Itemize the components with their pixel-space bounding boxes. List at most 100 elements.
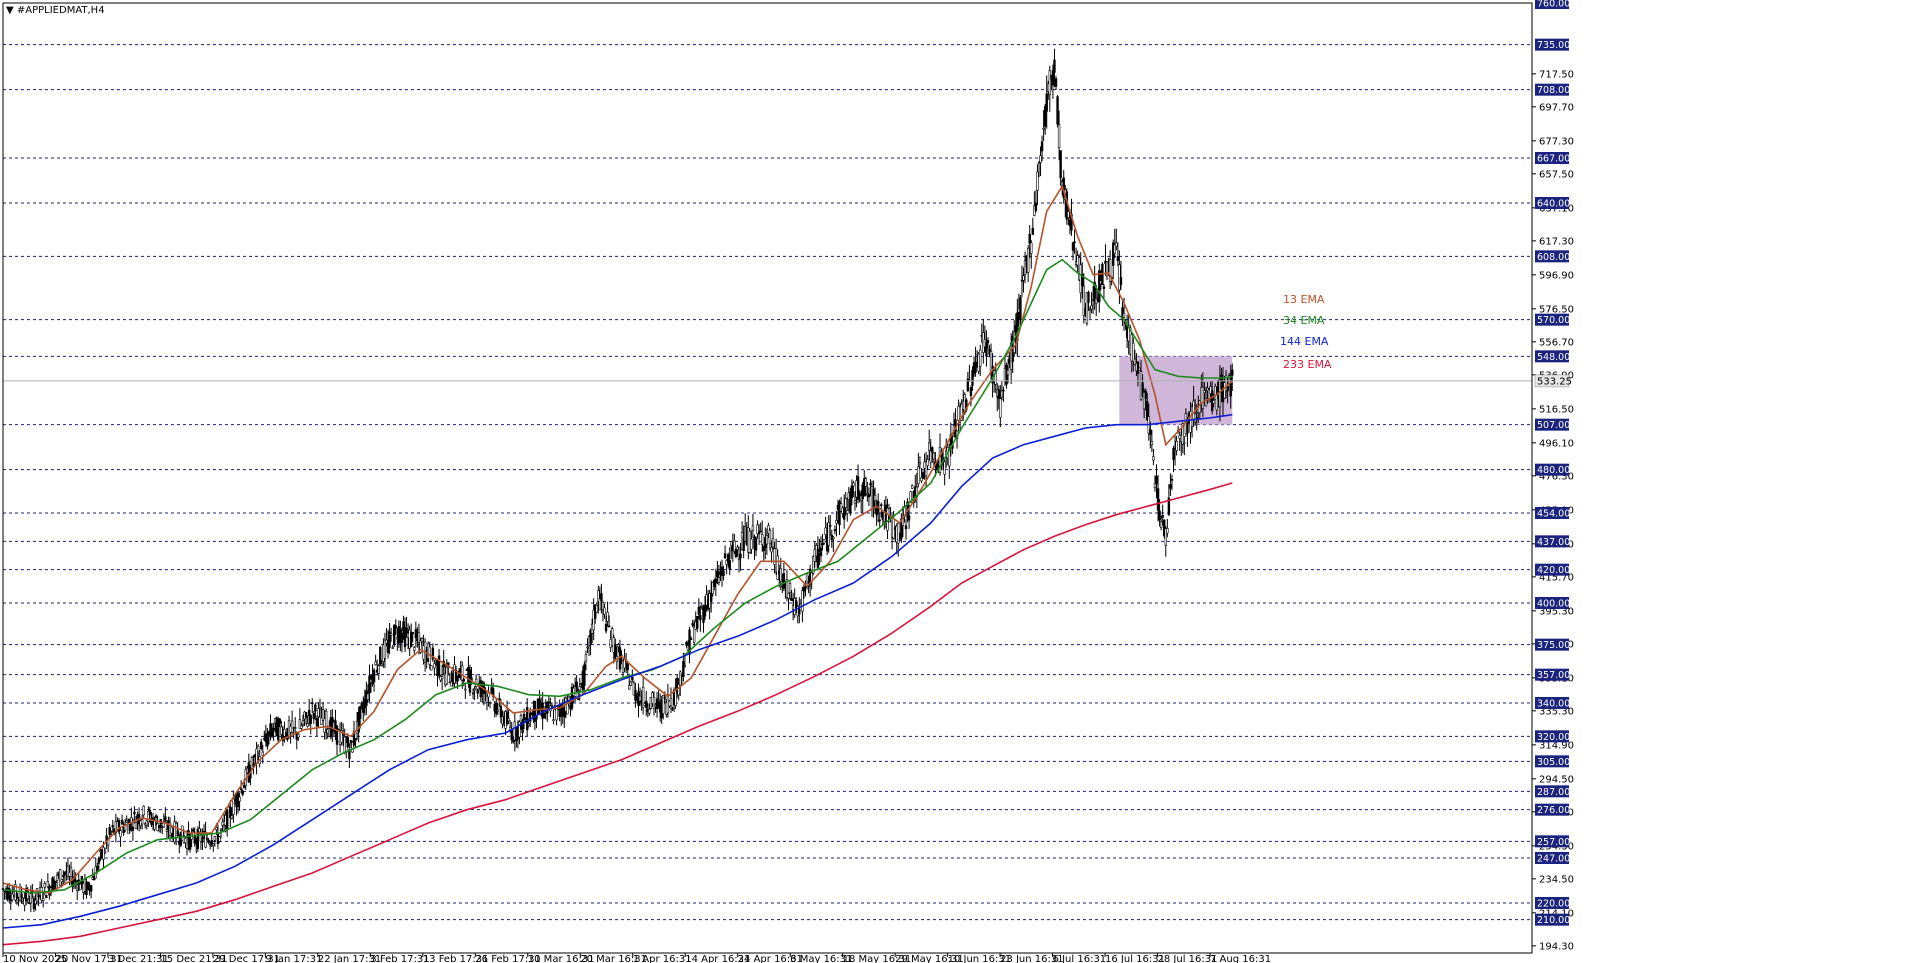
candle: [464, 683, 467, 699]
level-price-tag: 247.00: [1535, 852, 1570, 865]
candle: [614, 638, 617, 661]
candle: [488, 701, 492, 709]
candle: [541, 691, 544, 730]
candle: [198, 820, 201, 834]
candle: [307, 699, 311, 727]
candle: [485, 694, 489, 711]
price-tick-label: 234.50: [1539, 874, 1574, 885]
svg-text:548.00: 548.00: [1537, 352, 1570, 363]
time-tick-label: 1 Apr 16:31: [633, 954, 692, 963]
candle: [59, 868, 62, 886]
candle: [1067, 206, 1070, 226]
candle: [311, 698, 314, 713]
candle: [1183, 436, 1186, 456]
level-price-tag: 276.00: [1535, 803, 1570, 816]
level-price-tag: 357.00: [1535, 668, 1570, 681]
candle: [1098, 263, 1101, 313]
candle: [1000, 381, 1004, 401]
current-price-tag: 533.25: [1534, 374, 1572, 387]
candle: [1133, 349, 1137, 366]
svg-text:608.00: 608.00: [1537, 252, 1570, 263]
candle: [162, 813, 166, 828]
candle: [1224, 370, 1228, 399]
candle: [471, 688, 475, 700]
candle: [1065, 188, 1069, 225]
candle: [108, 823, 111, 838]
candle: [822, 539, 826, 545]
candle: [717, 564, 721, 586]
candle: [595, 602, 598, 614]
candle: [592, 598, 595, 641]
candle: [776, 549, 779, 581]
level-price-tag: 437.00: [1535, 535, 1570, 548]
candle: [788, 581, 792, 600]
candle: [1155, 464, 1158, 499]
candle: [533, 700, 537, 730]
level-price-tag: 480.00: [1535, 463, 1570, 476]
candle: [638, 687, 642, 707]
candle: [645, 690, 648, 716]
candle: [97, 856, 101, 870]
candle: [405, 616, 408, 638]
candle: [110, 830, 113, 836]
candle: [42, 891, 45, 908]
candle: [103, 847, 107, 855]
candle: [1002, 386, 1005, 402]
candle: [849, 487, 852, 516]
candle: [111, 819, 114, 833]
candle: [7, 883, 11, 903]
candle: [252, 755, 255, 775]
candle: [629, 680, 632, 686]
level-price-tag: 667.00: [1535, 152, 1570, 165]
candle: [910, 484, 914, 490]
candle: [238, 792, 241, 811]
candle: [134, 815, 138, 830]
price-tick-label: 657.50: [1539, 169, 1574, 180]
candle: [863, 470, 866, 497]
candle: [679, 670, 682, 697]
candle: [1051, 64, 1055, 99]
candle: [785, 569, 789, 602]
candle: [969, 385, 973, 407]
ema-line: [2, 413, 1233, 929]
candle: [767, 522, 770, 538]
candle: [692, 619, 696, 645]
candle: [498, 692, 501, 707]
candle: [1142, 388, 1146, 419]
candle: [437, 648, 441, 679]
level-price-tag: 400.00: [1535, 597, 1570, 610]
candle: [324, 708, 328, 740]
candle: [380, 660, 384, 667]
candle: [662, 694, 665, 720]
candle: [297, 732, 300, 741]
candle: [819, 536, 823, 563]
candle: [445, 659, 448, 686]
candle: [754, 536, 758, 557]
candle: [918, 456, 922, 470]
candle: [589, 628, 592, 656]
svg-text:247.00: 247.00: [1537, 854, 1570, 865]
ema144-label: 144 EMA: [1280, 335, 1329, 348]
price-tick-label: 194.30: [1539, 941, 1574, 952]
candle: [648, 703, 651, 716]
candle: [669, 687, 673, 714]
candle: [1169, 473, 1172, 496]
candle: [542, 708, 546, 719]
candle: [798, 597, 801, 624]
candle: [1156, 475, 1160, 522]
candle: [213, 835, 217, 847]
candle: [966, 371, 970, 392]
svg-text:210.00: 210.00: [1537, 915, 1570, 926]
candle: [842, 494, 846, 529]
candle: [886, 498, 889, 540]
time-tick-label: 26 Feb 17:31: [475, 954, 541, 963]
svg-text:305.00: 305.00: [1537, 757, 1570, 768]
candle: [1006, 359, 1010, 384]
candle: [125, 815, 128, 824]
candle: [790, 590, 793, 602]
candle: [626, 661, 629, 676]
candle: [696, 616, 699, 633]
candle: [850, 479, 854, 506]
level-price-tag: 507.00: [1535, 418, 1570, 431]
